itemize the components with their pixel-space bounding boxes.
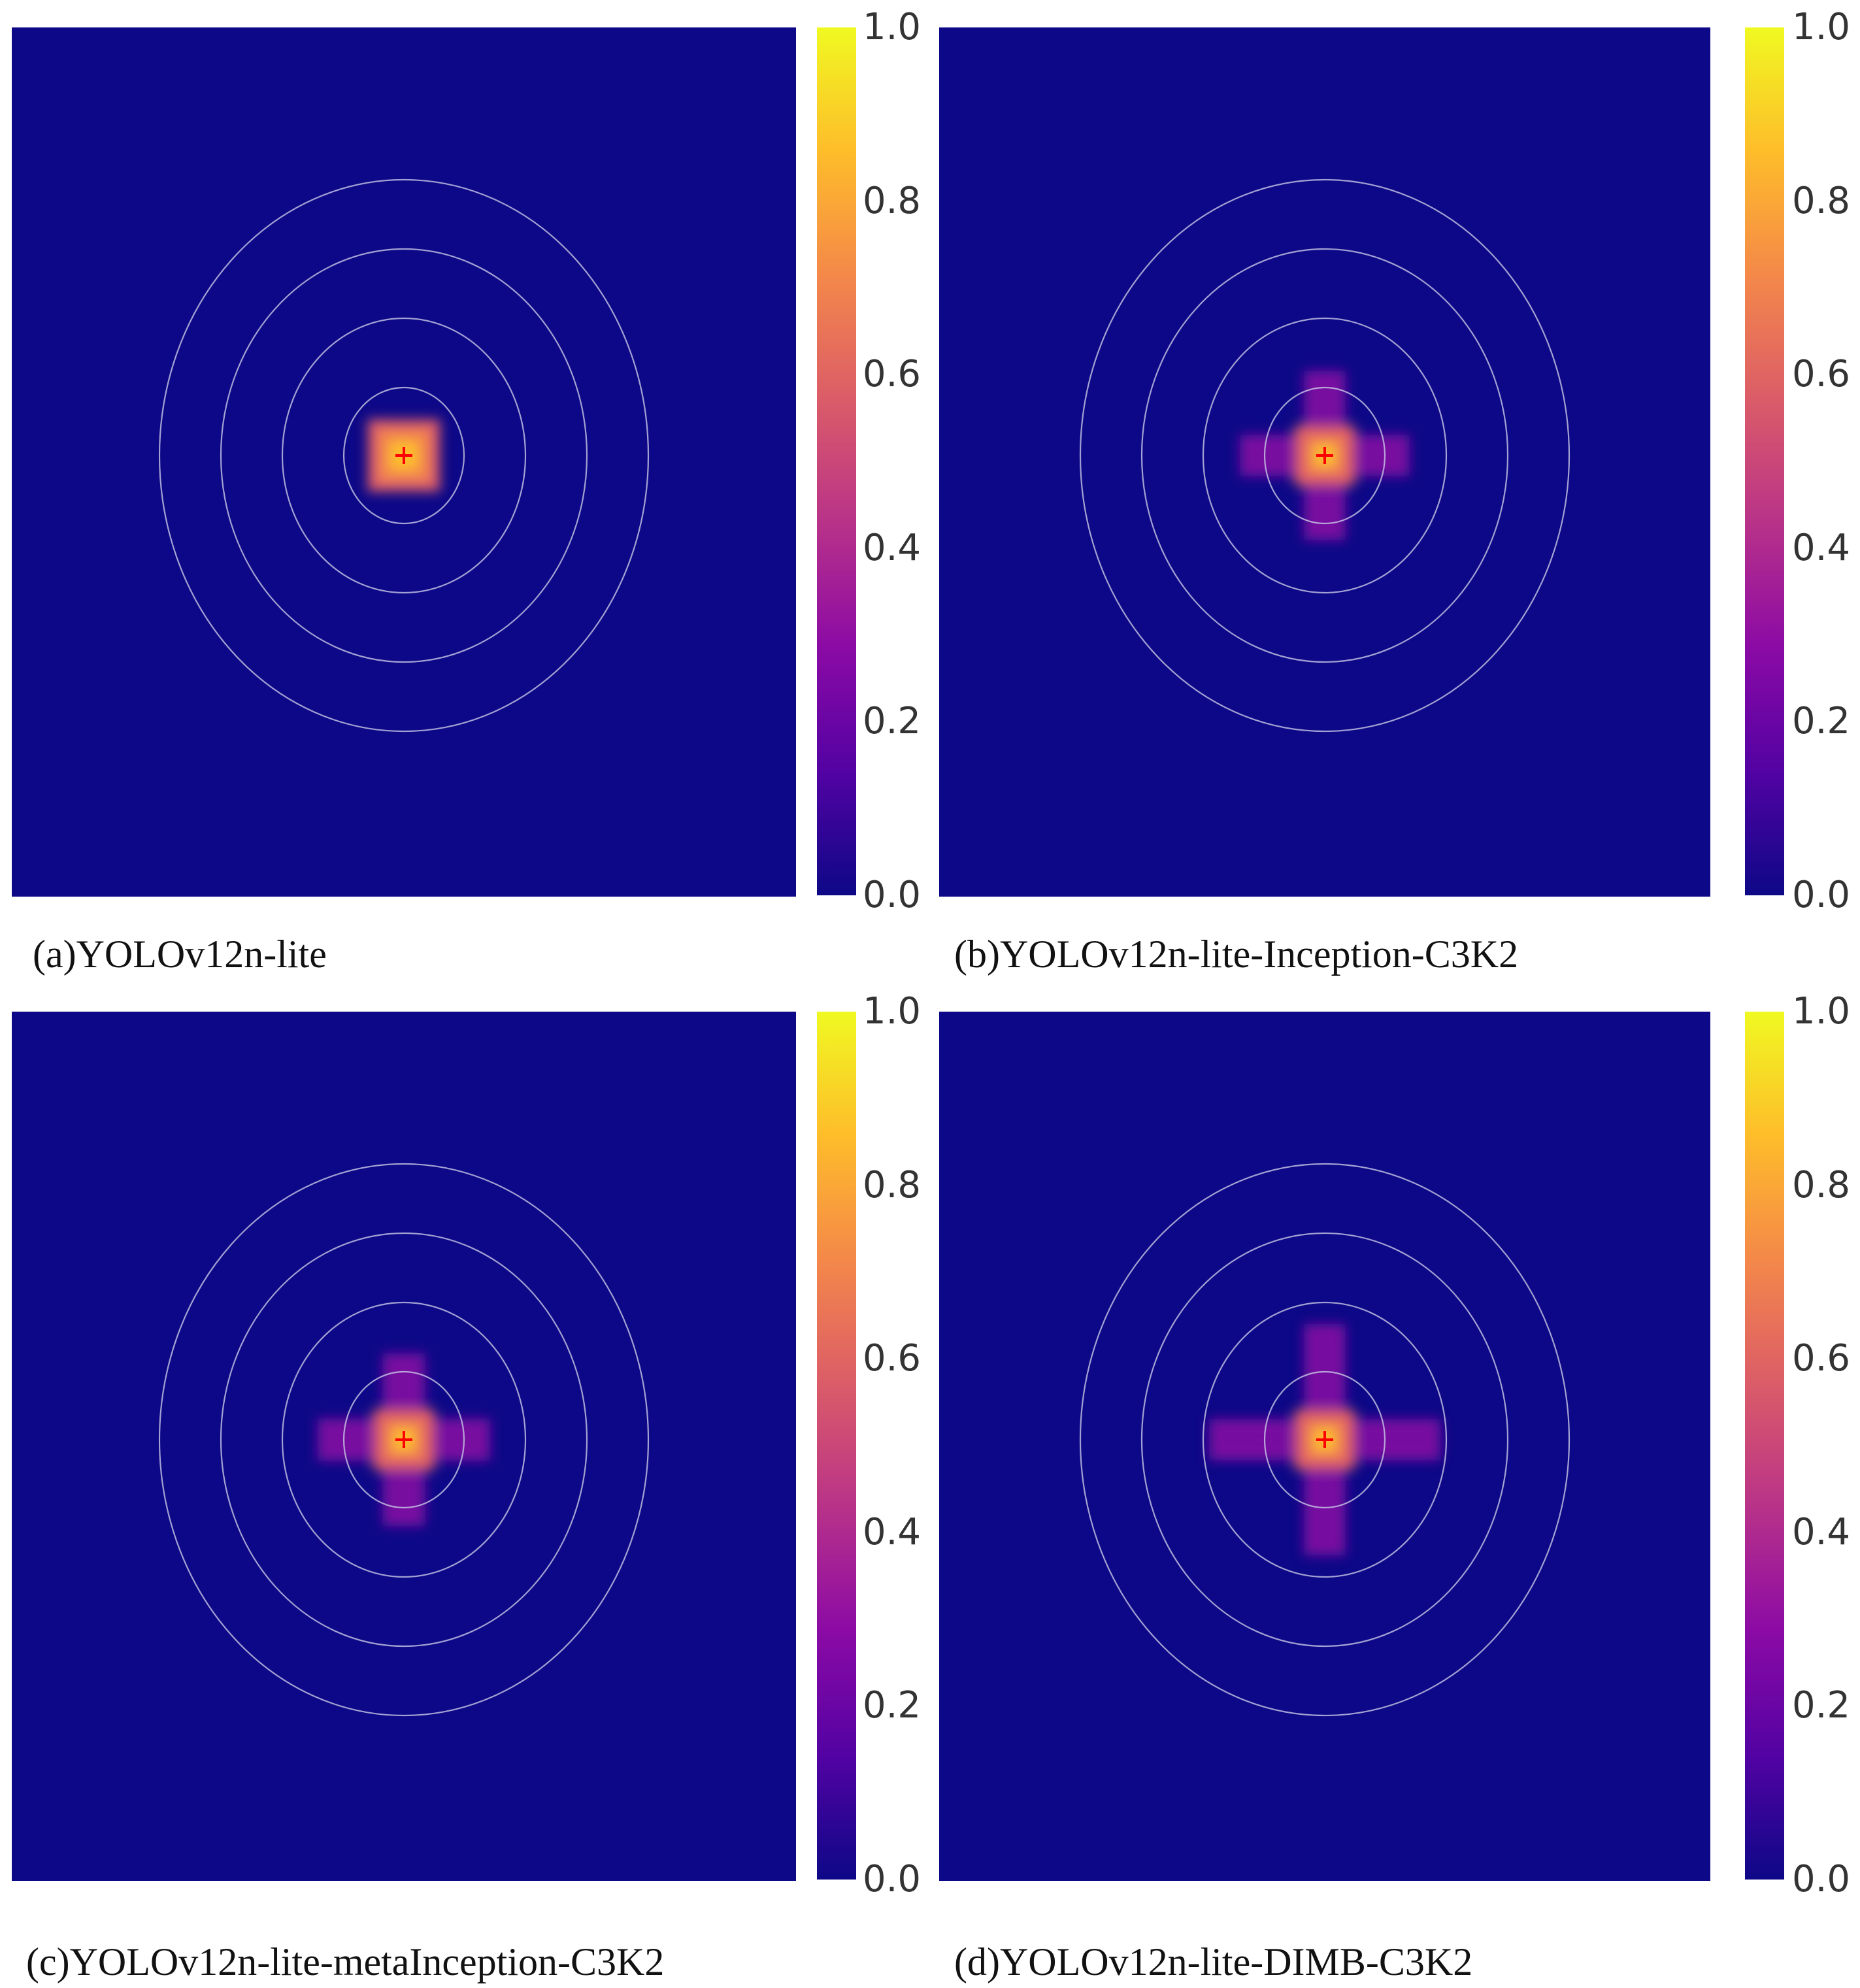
colorbar-a: [817, 27, 856, 895]
center-marker: [1316, 447, 1333, 464]
colorbar-tick-label: 0.4: [863, 1510, 922, 1553]
colorbar-tick-label: 0.8: [1792, 1163, 1851, 1206]
colorbar-tick-label: 0.6: [863, 353, 922, 396]
caption-b: (b)YOLOv12n-lite-Inception-C3K2: [954, 933, 1519, 976]
distance-ring: [1263, 1370, 1386, 1509]
heatmap-a: [12, 27, 796, 897]
colorbar-tick-label: 1.0: [1792, 990, 1851, 1033]
colorbar-tick-label: 0.4: [1792, 526, 1851, 569]
colorbar-tick-label: 0.4: [863, 526, 922, 569]
panel-b: (b)YOLOv12n-lite-Inception-C3K2: [939, 27, 1784, 976]
caption-a: (a)YOLOv12n-lite: [33, 933, 327, 976]
colorbar-tick-label: 0.0: [863, 874, 922, 916]
colorbar-b: [1745, 27, 1784, 895]
distance-ring: [1140, 248, 1509, 663]
distance-ring: [1140, 1232, 1509, 1648]
colorbar-c: [817, 1012, 856, 1880]
colorbar-tick-label: 0.2: [1792, 1684, 1851, 1727]
distance-ring: [1202, 317, 1448, 594]
colorbar-tick-label: 1.0: [863, 6, 922, 48]
distance-ring: [220, 1232, 588, 1648]
distance-ring: [281, 1301, 527, 1578]
colorbar-tick-label: 1.0: [1792, 6, 1851, 48]
center-marker: [395, 447, 412, 464]
panel-c: (c)YOLOv12n-lite-metaInception-C3K2: [12, 1012, 856, 1983]
heatmap-d: [939, 1012, 1710, 1881]
distance-ring: [158, 178, 650, 733]
colorbar-d: [1745, 1012, 1784, 1880]
center-marker: [1316, 1431, 1333, 1448]
colorbar-tick-label: 0.4: [1792, 1510, 1851, 1553]
distance-ring: [1202, 1301, 1448, 1578]
colorbar-tick-label: 0.0: [1792, 874, 1851, 916]
colorbar-tick-label: 0.0: [1792, 1858, 1851, 1900]
center-marker: [395, 1431, 412, 1448]
distance-ring: [158, 1163, 650, 1717]
distance-ring: [1079, 1163, 1570, 1717]
caption-c: (c)YOLOv12n-lite-metaInception-C3K2: [26, 1940, 665, 1983]
colorbar-tick-label: 0.6: [1792, 353, 1851, 396]
heatmap-c: [12, 1012, 796, 1881]
distance-ring: [342, 1370, 465, 1509]
panel-a: (a)YOLOv12n-lite: [0, 0, 930, 994]
distance-ring: [220, 248, 588, 663]
distance-ring: [281, 317, 527, 594]
colorbar-tick-label: 0.8: [863, 179, 922, 222]
colorbar-tick-label: 0.0: [863, 1858, 922, 1900]
colorbar-tick-label: 0.8: [1792, 179, 1851, 222]
heatmap-b: [939, 27, 1710, 897]
caption-d: (d)YOLOv12n-lite-DIMB-C3K2: [954, 1940, 1473, 1983]
colorbar-tick-label: 0.2: [1792, 700, 1851, 743]
colorbar-tick-label: 0.8: [863, 1163, 922, 1206]
colorbar-tick-label: 1.0: [863, 990, 922, 1033]
colorbar-tick-label: 0.6: [1792, 1337, 1851, 1380]
colorbar-tick-label: 0.6: [863, 1337, 922, 1380]
colorbar-tick-label: 0.2: [863, 1684, 922, 1727]
distance-ring: [1079, 178, 1570, 733]
distance-ring: [342, 386, 465, 525]
colorbar-tick-label: 0.2: [863, 700, 922, 743]
distance-ring: [1263, 386, 1386, 525]
